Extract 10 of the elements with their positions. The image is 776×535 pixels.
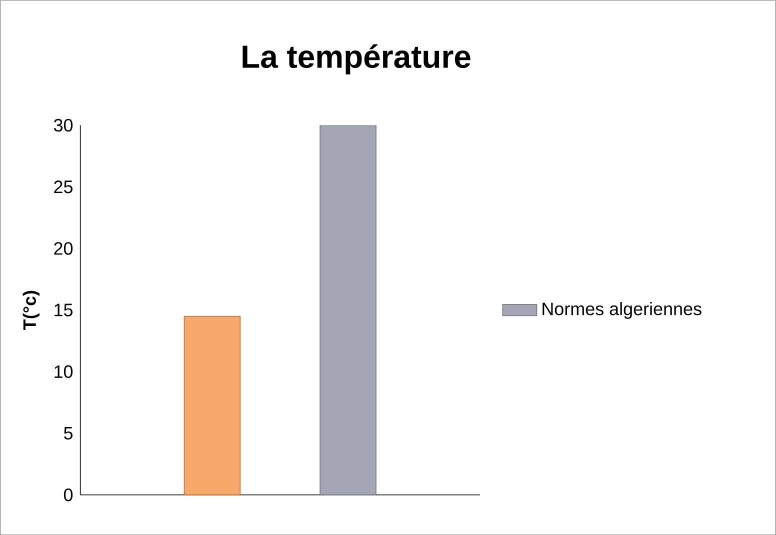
legend-label: Normes algeriennes (542, 302, 702, 319)
chart-title: La température (242, 44, 470, 74)
y-tick-label: 15 (54, 304, 73, 316)
y-tick-label: 5 (64, 426, 73, 440)
y-axis-title: T(°c) (22, 290, 40, 330)
y-tick-label: 10 (54, 365, 73, 378)
y-tick-label: 25 (54, 180, 73, 194)
y-tick-label: 20 (54, 242, 73, 255)
y-tick-label: 30 (54, 118, 73, 132)
y-tick-label: 0 (64, 488, 73, 502)
